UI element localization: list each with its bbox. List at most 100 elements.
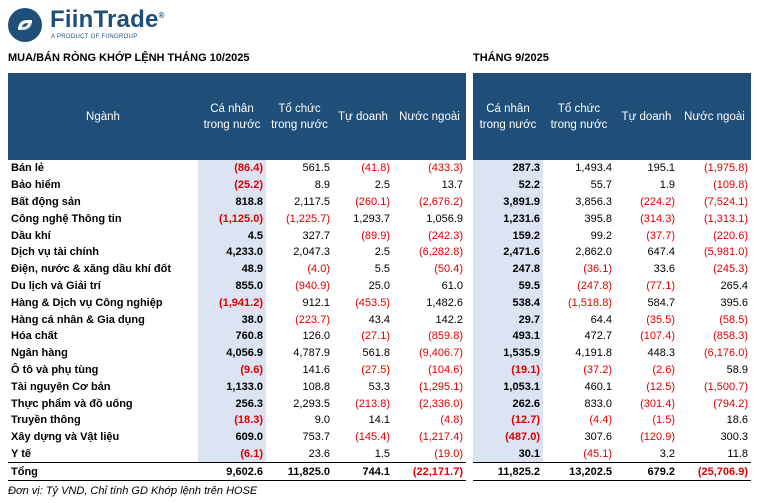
table-cell: (25.2)	[198, 176, 266, 194]
table-cell: (104.6)	[428, 363, 463, 376]
table-cell: 11,825.0	[266, 462, 333, 481]
sector-name: Điện, nước & xăng dầu khí đốt	[11, 263, 172, 276]
table-row: Y tế (6.1) 23.6 1.5 (19.0)	[8, 445, 466, 463]
table-cell: (245.3)	[713, 263, 748, 276]
table-cell: (36.1)	[583, 263, 612, 276]
table-row: 1,535.9 4,191.8 448.3 (6,176.0)	[473, 344, 751, 362]
table-cell: 307.6	[584, 431, 612, 444]
header-proprietary: Tự doanh	[615, 73, 678, 160]
table-row: 247.8 (36.1) 33.6 (245.3)	[473, 260, 751, 278]
table-cell: 1.5	[374, 447, 390, 460]
table-cell: (27.1)	[361, 330, 390, 343]
table-cell: 493.1	[473, 327, 543, 345]
table-cell: 2,117.5	[294, 195, 330, 208]
sector-name: Bảo hiểm	[11, 179, 61, 192]
table-cell: 3,891.9	[473, 193, 543, 211]
table-cell: (433.3)	[428, 162, 463, 175]
header-institution: Tổ chức trong nước	[543, 73, 615, 160]
table-cell: 4,056.9	[198, 344, 266, 362]
header-foreign: Nước ngoài	[393, 73, 466, 160]
table-row: 538.4 (1,518.8) 584.7 395.6	[473, 294, 751, 312]
table-cell: 2.5	[374, 246, 390, 259]
brand-tagline: A PRODUCT OF FIINGROUP	[51, 34, 138, 40]
table-cell: (37.2)	[583, 363, 612, 376]
table-cell: (260.1)	[355, 195, 390, 208]
table-cell: 256.3	[198, 395, 266, 412]
table-cell: 195.1	[647, 162, 675, 175]
table-cell: 647.4	[647, 246, 675, 259]
table-cell: (2.6)	[652, 363, 675, 376]
table-cell: 2.5	[374, 179, 390, 192]
table-row: Hàng cá nhân & Gia dụng 38.0 (223.7) 43.4 14…	[8, 311, 466, 328]
sector-name: Dịch vụ tài chính	[11, 246, 100, 259]
table-cell: (27.5)	[361, 363, 390, 376]
table-cell: 472.7	[584, 330, 612, 343]
table-cell: 1,053.1	[473, 378, 543, 396]
sector-name: Bán lẻ	[11, 162, 45, 175]
table-cell: 760.8	[198, 327, 266, 345]
sector-name: Hàng cá nhân & Gia dụng	[11, 313, 145, 326]
table-cell: (37.7)	[646, 229, 675, 242]
table-cell: (224.2)	[640, 195, 675, 208]
fiintrade-logo-icon	[8, 8, 42, 42]
table-cell: 3,856.3	[575, 195, 612, 208]
table-cell: (1,518.8)	[567, 296, 612, 309]
total-row: 11,825.2 13,202.5 679.2 (25,706.9)	[473, 462, 751, 481]
table-cell: 247.8	[473, 260, 543, 278]
table-row: Hàng & Dịch vụ Công nghiệp (1,941.2) 912.1…	[8, 294, 466, 312]
table-cell: (4.8)	[440, 414, 463, 427]
table-cell: (19.1)	[473, 361, 543, 379]
table-cell: 33.6	[653, 263, 675, 276]
table-cell: 18.6	[726, 414, 748, 427]
table-cell: (145.4)	[355, 431, 390, 444]
table-cell: (77.1)	[646, 279, 675, 292]
table-cell: 833.0	[584, 397, 612, 410]
table-cell: (41.8)	[361, 162, 390, 175]
table-cell: 9.0	[314, 414, 330, 427]
table-row: 1,231.6 395.8 (314.3) (1,313.1)	[473, 210, 751, 228]
table-cell: 108.8	[302, 380, 330, 393]
table-cell: (242.3)	[428, 229, 463, 242]
table-cell: (4.0)	[307, 263, 330, 276]
table-cell: 561.8	[362, 347, 390, 360]
table-cell: 1.9	[659, 179, 675, 192]
table-cell: (1,313.1)	[703, 212, 748, 225]
table-cell: 1,133.0	[198, 378, 266, 396]
table-cell: 855.0	[198, 277, 266, 295]
table-row: Dầu khí 4.5 327.7 (89.9) (242.3)	[8, 227, 466, 244]
table-cell: 4,233.0	[198, 243, 266, 261]
sector-name: Hóa chất	[11, 330, 58, 343]
table-row: Thực phẩm và đồ uống 256.3 2,293.5 (213.8) (…	[8, 395, 466, 412]
table-cell: 818.8	[198, 193, 266, 211]
table-cell: (213.8)	[355, 397, 390, 410]
table-cell: 1,293.7	[353, 212, 390, 225]
sector-name: Hàng & Dịch vụ Công nghiệp	[11, 296, 163, 309]
table-cell: 55.7	[590, 179, 612, 192]
table-cell: (109.8)	[713, 179, 748, 192]
table-row: Dịch vụ tài chính 4,233.0 2,047.3 2.5 (6,282…	[8, 243, 466, 261]
table-cell: (487.0)	[473, 428, 543, 446]
header-institution: Tổ chức trong nước	[266, 73, 333, 160]
table-cell: 4.5	[198, 227, 266, 244]
table-cell: 460.1	[584, 380, 612, 393]
table-cell: 1,535.9	[473, 344, 543, 362]
table-cell: (86.4)	[198, 160, 266, 177]
table-row: 30.1 (45.1) 3.2 11.8	[473, 445, 751, 463]
table-row: 59.5 (247.8) (77.1) 265.4	[473, 277, 751, 295]
table-cell: (220.6)	[713, 229, 748, 242]
table-cell: (120.9)	[640, 431, 675, 444]
table-row: Truyền thông (18.3) 9.0 14.1 (4.8)	[8, 411, 466, 429]
table-cell: 448.3	[647, 347, 675, 360]
table-cell: (453.5)	[355, 296, 390, 309]
table-cell: (50.4)	[434, 263, 463, 276]
sector-name: Tài nguyên Cơ bản	[11, 380, 111, 393]
table-cell: (794.2)	[713, 397, 748, 410]
table-cell: 262.6	[473, 395, 543, 412]
table-cell: 159.2	[473, 227, 543, 244]
table-cell: (18.3)	[198, 411, 266, 429]
table-cell: 265.4	[720, 279, 748, 292]
september-table: Cá nhân trong nước Tổ chức trong nước Tự…	[473, 73, 751, 482]
table-cell: 99.2	[590, 229, 612, 242]
table-cell: 300.3	[720, 431, 748, 444]
table-cell: 1,482.6	[426, 296, 463, 309]
